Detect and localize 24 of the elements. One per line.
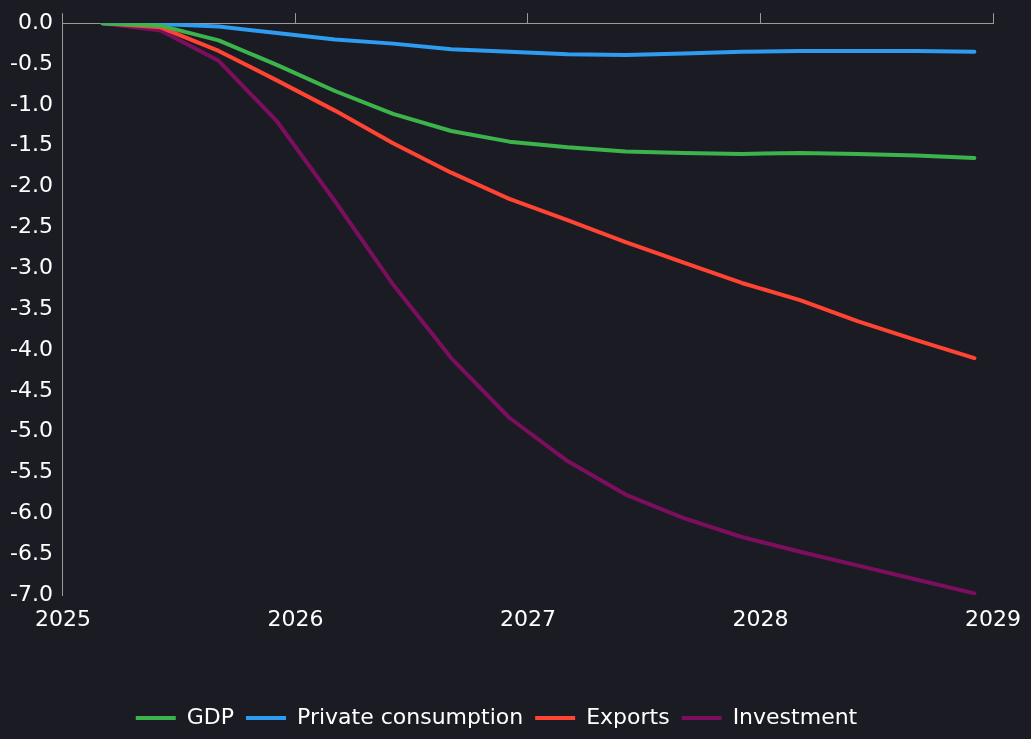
y-tick-label: -4.5: [9, 376, 53, 402]
legend-label: Private consumption: [297, 703, 524, 729]
y-tick-label: -5.5: [9, 458, 53, 484]
y-tick-label: -1.0: [9, 90, 53, 116]
y-tick-label: -4.0: [9, 335, 53, 361]
x-tick-label: 2026: [267, 605, 324, 631]
x-tick-label: 2025: [34, 605, 91, 631]
y-tick-label: -6.5: [9, 539, 53, 565]
y-tick-label: -5.0: [9, 417, 53, 443]
y-tick-label: -2.5: [9, 213, 53, 239]
x-tick-label: 2027: [499, 605, 556, 631]
y-tick-label: -6.0: [9, 499, 53, 525]
x-tick-label: 2028: [732, 605, 789, 631]
y-tick-label: -0.5: [9, 49, 53, 75]
legend-label: Investment: [732, 703, 858, 729]
y-tick-label: -3.0: [9, 253, 53, 279]
x-tick-label: 2029: [965, 605, 1021, 631]
y-tick-label: -3.5: [9, 294, 53, 320]
y-tick-label: 0.0: [17, 8, 53, 34]
y-tick-label: -7.0: [9, 580, 53, 606]
y-tick-label: -2.0: [9, 172, 53, 198]
legend-label: Exports: [586, 703, 670, 729]
legend-label: GDP: [186, 703, 235, 729]
y-tick-label: -1.5: [9, 131, 53, 157]
